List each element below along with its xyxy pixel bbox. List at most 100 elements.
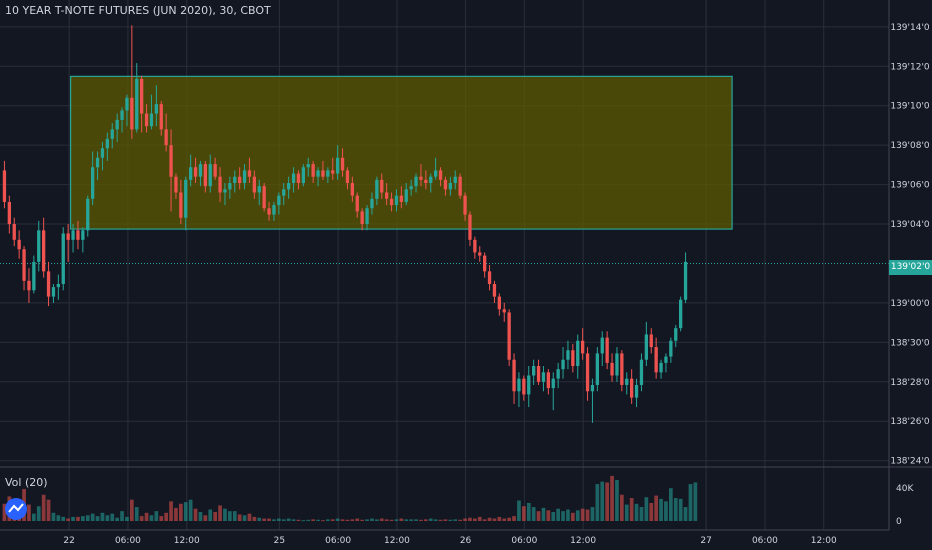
volume-bar <box>610 475 614 521</box>
candle <box>340 148 345 177</box>
candle <box>61 227 65 291</box>
candle <box>409 179 413 196</box>
candle-body <box>110 129 114 139</box>
candle-body <box>100 148 105 158</box>
volume-bar <box>272 519 276 521</box>
price-axis[interactable]: 139'14'0 139'12'0 139'10'0 139'08'0 139'06'0… <box>890 23 930 467</box>
volume-bar <box>169 501 173 521</box>
time-tick-label: 26 <box>460 536 472 546</box>
candle <box>86 195 90 237</box>
volume-bar <box>688 484 693 521</box>
volume-bar <box>507 517 511 521</box>
candle <box>468 211 472 247</box>
candle <box>649 328 653 354</box>
candle <box>154 85 158 127</box>
time-tick-label: 12:00 <box>174 536 200 546</box>
volume-bar <box>600 481 605 521</box>
candle <box>595 347 599 392</box>
volume-bar <box>370 518 374 521</box>
volume-bar <box>193 508 198 521</box>
candle-body <box>507 312 511 360</box>
candle-body <box>414 176 418 187</box>
volume-bar <box>301 520 306 522</box>
logo-icon[interactable] <box>5 498 27 520</box>
volume-indicator-label[interactable]: Vol (20) <box>5 476 48 489</box>
volume-bar <box>179 503 183 521</box>
volume-bar <box>448 519 453 521</box>
candle <box>95 151 100 180</box>
candle <box>375 176 379 206</box>
candle-body <box>355 195 359 212</box>
candle <box>571 343 575 373</box>
time-tick-label: 06:00 <box>511 536 537 546</box>
candle <box>272 201 276 221</box>
candle <box>355 192 359 218</box>
volume-bar <box>468 517 472 521</box>
candle <box>561 347 565 379</box>
candle <box>350 176 354 202</box>
candle-body <box>2 170 7 202</box>
candle <box>179 179 183 225</box>
candle <box>213 157 217 180</box>
candle <box>532 359 536 385</box>
candle <box>316 167 320 187</box>
candle-body <box>458 176 462 196</box>
volume-bar <box>32 513 36 521</box>
volume-bar <box>433 519 438 521</box>
candle <box>105 132 109 161</box>
candle <box>238 167 242 190</box>
volume-bar <box>566 509 570 521</box>
volume-bar <box>286 518 291 521</box>
volume-bar <box>384 519 389 521</box>
candle <box>12 217 16 247</box>
volume-bar <box>198 511 203 521</box>
price-tick-label: 138'24'0 <box>890 457 930 467</box>
candle-body <box>247 170 252 177</box>
volume-bar <box>159 516 164 521</box>
time-axis[interactable]: 22 06:00 12:00 25 06:00 12:00 26 06:00 12:00 27 06… <box>63 536 837 546</box>
volume-bar <box>61 516 66 521</box>
candle-body <box>140 78 144 114</box>
candles <box>2 25 688 423</box>
volume-bar <box>208 509 213 521</box>
candle-body <box>257 186 261 193</box>
candle <box>262 183 266 212</box>
volume-bar <box>546 510 551 521</box>
candle-body <box>331 170 335 174</box>
candle-body <box>350 183 354 196</box>
volume-bar <box>585 509 590 521</box>
candle-body <box>360 211 364 225</box>
candle <box>424 170 428 190</box>
candle-body <box>664 356 668 363</box>
candle-body <box>287 183 291 190</box>
volume-bar <box>134 507 139 521</box>
volume-bar <box>321 520 325 522</box>
volume-bar <box>678 498 683 521</box>
candle <box>600 331 604 367</box>
volume-bar <box>130 499 134 521</box>
candle <box>512 353 516 404</box>
volume-bar <box>262 518 266 521</box>
volume-bar <box>125 516 129 521</box>
volume-bar <box>497 516 502 521</box>
volume-bar <box>404 519 409 521</box>
candle-body <box>566 350 570 360</box>
candle <box>443 176 448 196</box>
candle-body <box>120 110 124 120</box>
candle <box>149 94 154 130</box>
volume-bar <box>649 502 654 521</box>
candle-body <box>154 104 158 114</box>
volume-bar <box>120 511 124 521</box>
candle-body <box>86 198 90 231</box>
candle-body <box>468 214 472 240</box>
candle-body <box>434 170 438 177</box>
candle <box>218 167 222 202</box>
candle <box>507 309 511 367</box>
candle-body <box>144 113 149 127</box>
candle <box>527 366 531 408</box>
candle-body <box>164 129 168 146</box>
volume-bar <box>428 518 433 521</box>
candle <box>610 353 614 382</box>
candle-body <box>679 299 683 329</box>
